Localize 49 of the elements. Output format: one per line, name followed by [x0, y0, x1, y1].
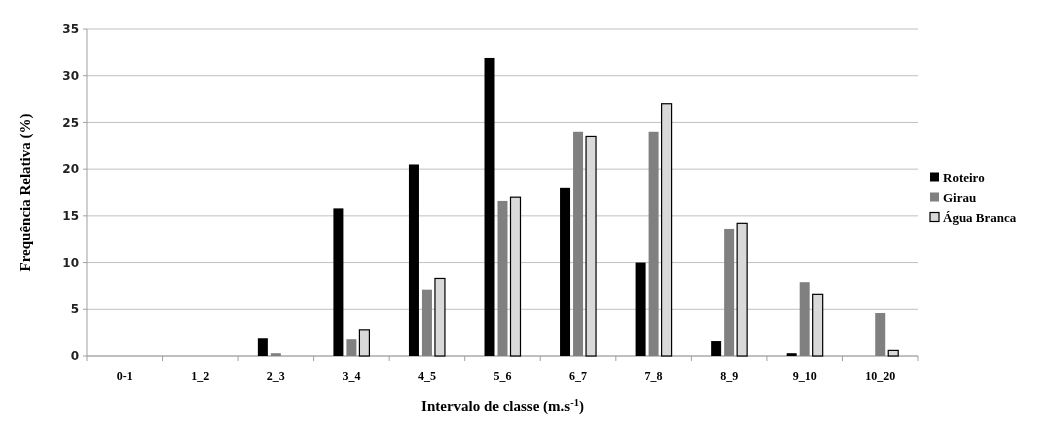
bar [736, 222, 748, 357]
bar [497, 200, 508, 356]
y-tick-label: 25 [62, 115, 79, 130]
x-tick-label: 4_5 [417, 369, 436, 383]
y-tick-label: 10 [62, 255, 79, 270]
x-tick-label: 5_6 [493, 369, 512, 383]
x-tick-label: 6_7 [569, 369, 588, 383]
x-tick-label: 7_8 [644, 369, 663, 383]
y-tick-label: 0 [70, 349, 79, 364]
bar [812, 293, 824, 357]
y-tick-label: 35 [62, 22, 79, 37]
bar [560, 187, 571, 356]
bar [408, 164, 419, 356]
y-tick-label: 20 [62, 162, 79, 177]
bar [509, 196, 522, 357]
bar [346, 339, 357, 356]
bar [484, 57, 495, 356]
x-tick-label: 3_4 [342, 369, 361, 383]
legend-label: Água Branca [943, 210, 1017, 226]
legend-label: Roteiro [943, 170, 985, 186]
x-tick-label: 9_10 [792, 369, 817, 383]
bar [270, 353, 281, 356]
bar [434, 277, 446, 357]
x-axis-title: Intervalo de classe (m.s$^{-1}$) [421, 396, 584, 415]
x-tick-label: 0-1 [116, 369, 133, 383]
bar [711, 341, 722, 356]
bar [358, 329, 371, 357]
y-axis-title: Frequência Relativa (%) [17, 113, 34, 272]
y-tick-label: 15 [62, 209, 79, 224]
bar [648, 131, 659, 356]
bar [585, 135, 597, 357]
y-tick-label: 5 [70, 302, 79, 317]
bar [333, 208, 344, 356]
bar [421, 289, 432, 356]
bar [875, 313, 886, 356]
x-tick-label: 10_20 [865, 369, 896, 383]
y-tick-label: 30 [62, 68, 79, 83]
x-tick-label: 8_9 [720, 369, 739, 383]
bar [724, 228, 735, 356]
legend-label: Girau [943, 190, 977, 206]
bar [573, 131, 584, 356]
x-tick-label: 1_2 [191, 369, 210, 383]
bar [635, 262, 646, 356]
bar [887, 349, 899, 357]
bar [799, 282, 810, 356]
bar [660, 103, 673, 357]
x-tick-label: 2_3 [266, 369, 285, 383]
bar [257, 338, 268, 356]
bar [786, 353, 797, 356]
